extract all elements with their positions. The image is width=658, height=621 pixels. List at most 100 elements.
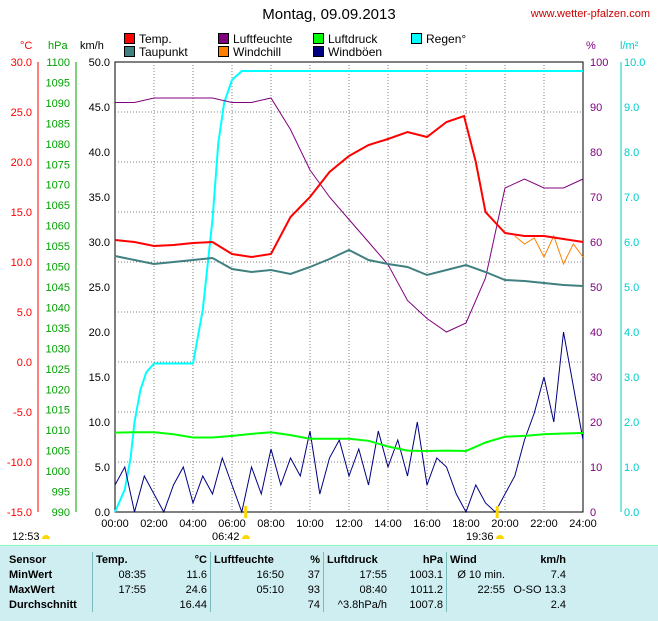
series-line-luftfeuchte bbox=[115, 97, 584, 333]
pressure-tick-label: 1080 bbox=[46, 139, 70, 151]
stats-pressure-value: 1007.8 bbox=[409, 598, 443, 611]
stats-label: Durchschnitt bbox=[9, 598, 77, 611]
x-tick-label: 20:00 bbox=[491, 518, 519, 530]
pressure-tick-label: 1085 bbox=[46, 118, 70, 130]
marker-sunrise-time: 06:42 bbox=[212, 531, 240, 543]
x-tick-label: 10:00 bbox=[296, 518, 324, 530]
pressure-tick-label: 990 bbox=[52, 507, 70, 519]
temp-tick-label: 30.0 bbox=[11, 57, 32, 69]
pressure-tick-label: 1090 bbox=[46, 98, 70, 110]
stats-label: MinWert bbox=[9, 568, 53, 581]
stats-wind-time bbox=[446, 597, 508, 612]
pressure-tick-label: 1095 bbox=[46, 77, 70, 89]
legend-label-dewpoint: Taupunkt bbox=[139, 45, 188, 59]
humidity-tick-label: 30 bbox=[590, 372, 602, 384]
axis-title-wind: km/h bbox=[80, 40, 104, 52]
wind-tick-label: 45.0 bbox=[89, 102, 110, 114]
stats-pressure-value: 1011.2 bbox=[410, 583, 443, 596]
stats-wind-value: 2.4 bbox=[550, 598, 566, 611]
rain-tick-label: 1.0 bbox=[624, 462, 639, 474]
stats-humidity-time bbox=[210, 597, 287, 612]
legend-label-windchill: Windchill bbox=[233, 45, 282, 59]
pressure-tick-label: 1010 bbox=[46, 425, 70, 437]
pressure-tick-label: 1015 bbox=[46, 405, 70, 417]
rain-tick-label: 9.0 bbox=[624, 102, 639, 114]
stats-row-avg: Durchschnitt 16.44 74 ^3.8hPa/h 1007.8 2… bbox=[6, 597, 569, 612]
x-tick-label: 02:00 bbox=[140, 518, 168, 530]
sunset-icon bbox=[495, 535, 504, 539]
wind-tick-label: 30.0 bbox=[89, 237, 110, 249]
axis-title-pressure: hPa bbox=[48, 40, 68, 52]
x-tick-label: 22:00 bbox=[530, 518, 558, 530]
marker-sunrise: 06:42 bbox=[212, 531, 250, 543]
stats-table: Sensor Temp. °C Luftfeuchte % Luftdruck … bbox=[6, 552, 569, 612]
pressure-tick-label: 1045 bbox=[46, 282, 70, 294]
legend-windchill: Windchill bbox=[218, 45, 281, 59]
legend-swatch-temp bbox=[124, 33, 135, 44]
temp-tick-label: -15.0 bbox=[7, 507, 32, 519]
wind-tick-label: 50.0 bbox=[89, 57, 110, 69]
rain-tick-label: 10.0 bbox=[624, 57, 645, 69]
stats-wind-value: 7.4 bbox=[550, 568, 566, 581]
legend-swatch-gusts bbox=[313, 46, 324, 57]
temp-tick-label: -5.0 bbox=[13, 407, 32, 419]
pressure-tick-label: 1065 bbox=[46, 200, 70, 212]
humidity-tick-label: 20 bbox=[590, 417, 602, 429]
pressure-tick-label: 1055 bbox=[46, 241, 70, 253]
pressure-tick-label: 1030 bbox=[46, 343, 70, 355]
pressure-tick-label: 1075 bbox=[46, 159, 70, 171]
stats-temp-value: 16.44 bbox=[179, 598, 207, 611]
wind-tick-label: 5.0 bbox=[95, 462, 110, 474]
marker-sunset: 19:36 bbox=[466, 531, 504, 543]
humidity-tick-label: 70 bbox=[590, 192, 602, 204]
temp-tick-label: 0.0 bbox=[17, 357, 32, 369]
x-tick-label: 04:00 bbox=[179, 518, 207, 530]
wind-tick-label: 20.0 bbox=[89, 327, 110, 339]
legend-pressure: Luftdruck bbox=[313, 32, 377, 46]
stats-header-wind: Wind bbox=[446, 552, 508, 567]
stats-header-row: Sensor Temp. °C Luftfeuchte % Luftdruck … bbox=[6, 552, 569, 567]
stats-temp-time: 17:55 bbox=[92, 582, 149, 597]
wind-tick-label: 0.0 bbox=[95, 507, 110, 519]
stats-header-pressure-unit: hPa bbox=[422, 553, 443, 566]
wind-tick-label: 40.0 bbox=[89, 147, 110, 159]
axis-title-temp: °C bbox=[20, 40, 33, 52]
temp-tick-label: -10.0 bbox=[7, 457, 32, 469]
marker-left-time: 12:53 bbox=[12, 531, 40, 543]
rain-tick-label: 3.0 bbox=[624, 372, 639, 384]
legend-swatch-pressure bbox=[313, 33, 324, 44]
humidity-tick-label: 50 bbox=[590, 282, 602, 294]
stats-header-temp-unit: °C bbox=[194, 553, 207, 566]
stats-temp-time: 08:35 bbox=[92, 567, 149, 582]
stats-label: MaxWert bbox=[9, 583, 55, 596]
rain-tick-label: 0.0 bbox=[624, 507, 639, 519]
legend-humidity: Luftfeuchte bbox=[218, 32, 292, 46]
rain-tick-label: 8.0 bbox=[624, 147, 639, 159]
series-line-temp bbox=[114, 114, 584, 259]
legend-swatch-humidity bbox=[218, 33, 229, 44]
stats-header-sensor: Sensor bbox=[9, 553, 47, 566]
x-tick-label: 24:00 bbox=[569, 518, 597, 530]
stats-wind-value: O-SO 13.3 bbox=[513, 583, 566, 596]
pressure-tick-label: 1020 bbox=[46, 384, 70, 396]
pressure-tick-label: 995 bbox=[52, 487, 70, 499]
site-link[interactable]: www.wetter-pfalzen.com bbox=[530, 8, 650, 20]
legend-label-temp: Temp. bbox=[139, 32, 172, 46]
humidity-tick-label: 60 bbox=[590, 237, 602, 249]
pressure-tick-label: 1040 bbox=[46, 302, 70, 314]
x-tick-label: 18:00 bbox=[452, 518, 480, 530]
legend-label-rain: Regen° bbox=[426, 32, 467, 46]
legend-swatch-rain bbox=[411, 33, 422, 44]
wind-tick-label: 10.0 bbox=[89, 417, 110, 429]
x-tick-label: 12:00 bbox=[335, 518, 363, 530]
legend-swatch-dewpoint bbox=[124, 46, 135, 57]
rain-tick-label: 5.0 bbox=[624, 282, 639, 294]
stats-row-min: MinWert 08:35 11.6 16:50 37 17:55 1003.1… bbox=[6, 567, 569, 582]
stats-temp-time bbox=[92, 597, 149, 612]
temp-tick-label: 10.0 bbox=[11, 257, 32, 269]
series-line-windchill bbox=[514, 234, 584, 266]
humidity-tick-label: 40 bbox=[590, 327, 602, 339]
x-tick-label: 14:00 bbox=[374, 518, 402, 530]
humidity-tick-label: 10 bbox=[590, 462, 602, 474]
pressure-tick-label: 1050 bbox=[46, 262, 70, 274]
